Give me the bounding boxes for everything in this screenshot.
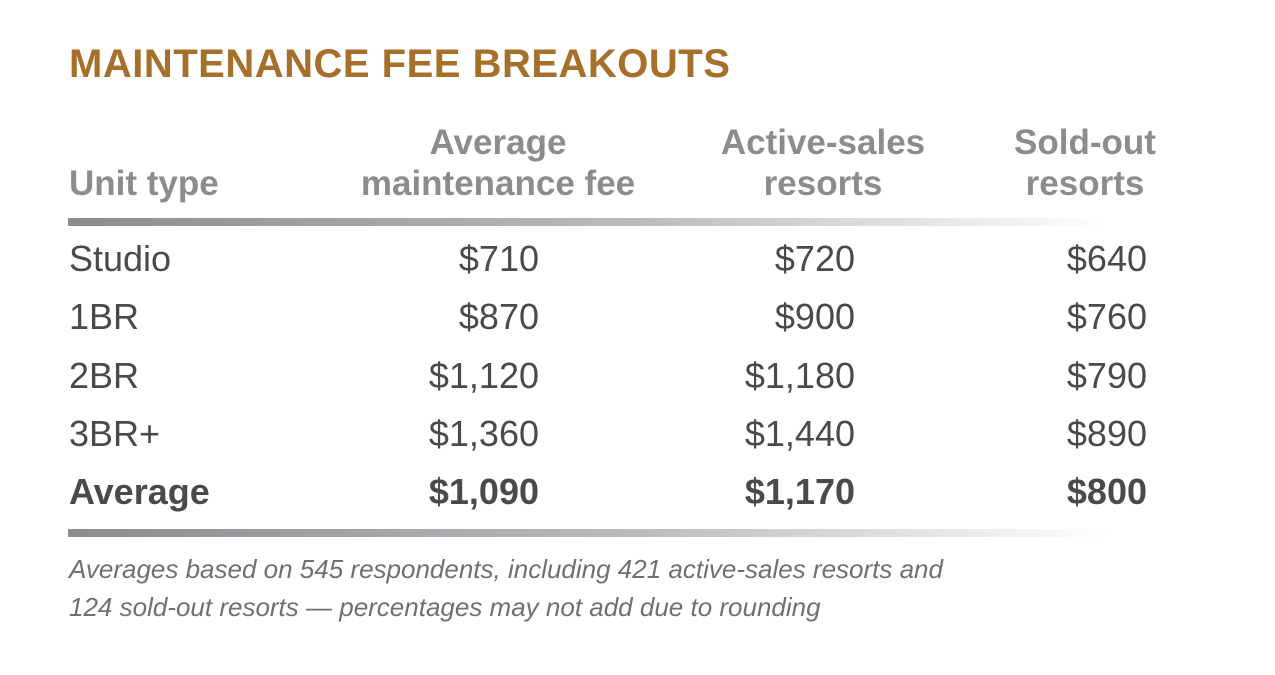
column-header-2-line-1: resorts — [763, 164, 883, 203]
row-label: 3BR+ — [69, 413, 161, 454]
row-label: Studio — [69, 238, 172, 279]
page-title: MAINTENANCE FEE BREAKOUTS — [69, 42, 731, 86]
column-header-0-line-0: Unit type — [69, 164, 219, 203]
column-header-0: Unit type — [69, 163, 219, 204]
table-cell: $720 — [774, 238, 855, 279]
table-cell: $1,170 — [744, 471, 855, 512]
row-label: Average — [69, 471, 210, 512]
table-cell: $790 — [1066, 355, 1147, 396]
table-cell: $640 — [1066, 238, 1147, 279]
column-header-2: Active-sales resorts — [623, 122, 1023, 204]
footnote-line-1: Averages based on 545 respondents, inclu… — [69, 554, 943, 584]
footer-rule — [68, 529, 1108, 537]
footnote: Averages based on 545 respondents, inclu… — [69, 550, 943, 626]
column-header-3-line-1: resorts — [1025, 164, 1145, 203]
footnote-line-2: 124 sold-out resorts — percentages may n… — [69, 592, 821, 622]
table-cell: $1,440 — [744, 413, 855, 454]
table-cell: $1,360 — [428, 413, 539, 454]
table-cell: $1,120 — [428, 355, 539, 396]
table-cell: $1,180 — [744, 355, 855, 396]
header-rule — [68, 218, 1108, 226]
row-label: 2BR — [69, 355, 140, 396]
table-cell: $890 — [1066, 413, 1147, 454]
column-header-3-line-0: Sold-out — [1014, 123, 1156, 162]
table-cell: $760 — [1066, 296, 1147, 337]
table-cell: $1,090 — [428, 471, 539, 512]
column-header-1: Average maintenance fee — [298, 122, 698, 204]
column-header-3: Sold-out resorts — [885, 122, 1275, 204]
table-cell: $800 — [1066, 471, 1147, 512]
table-cell: $710 — [458, 238, 539, 279]
column-header-1-line-1: maintenance fee — [360, 164, 636, 203]
table-cell: $900 — [774, 296, 855, 337]
column-header-2-line-0: Active-sales — [720, 123, 926, 162]
column-header-1-line-0: Average — [429, 123, 567, 162]
row-label: 1BR — [69, 296, 140, 337]
table-cell: $870 — [458, 296, 539, 337]
